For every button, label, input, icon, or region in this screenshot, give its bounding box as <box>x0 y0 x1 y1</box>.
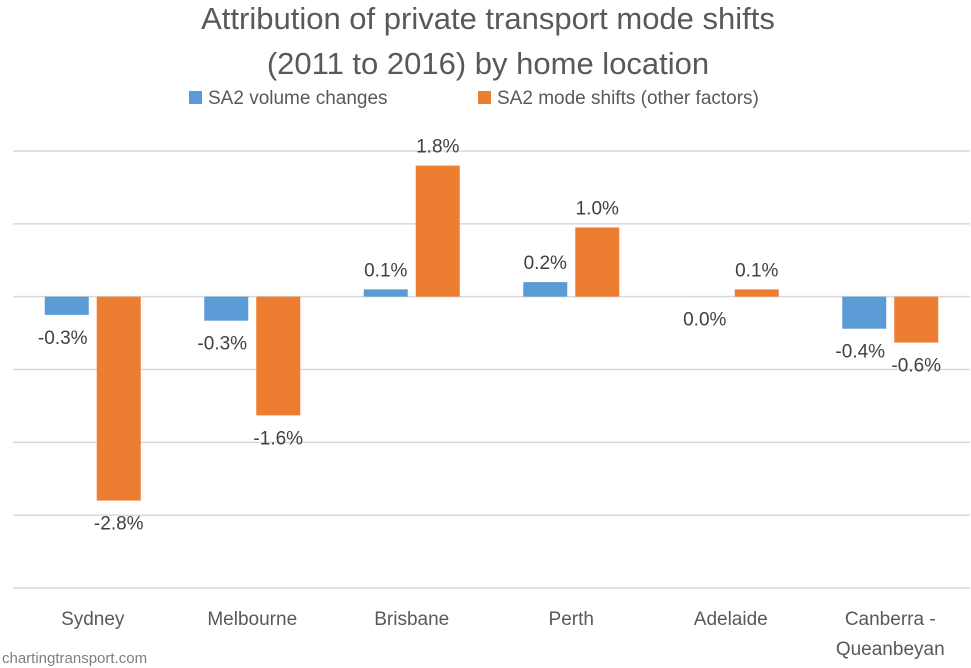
legend-swatch <box>189 91 202 104</box>
gridlines <box>13 150 970 589</box>
data-labels: -0.3% -2.8% -0.3% -1.6% 0.1% 1.8% 0.2% 1.0% 0.0%… <box>38 137 941 535</box>
legend-label: SA2 mode shifts (other factors) <box>497 88 759 109</box>
data-label: 0.1% <box>735 260 778 281</box>
data-label: -1.6% <box>253 428 303 449</box>
data-label: 0.2% <box>524 253 567 274</box>
category-label: Brisbane <box>374 609 449 630</box>
bar-mode-shift <box>415 165 460 297</box>
data-label: -0.3% <box>38 328 88 349</box>
bar-volume <box>204 296 249 321</box>
bar-mode-shift <box>575 227 620 297</box>
bar-volume <box>842 296 887 329</box>
bar-mode-shift <box>894 296 939 343</box>
data-label: -0.4% <box>835 342 885 363</box>
data-label: 0.0% <box>683 310 726 331</box>
category-labels: Sydney Melbourne Brisbane Perth Adelaide Canb… <box>61 609 945 660</box>
bar-mode-shift <box>96 296 141 501</box>
bar-volume <box>44 296 89 315</box>
data-label: 0.1% <box>364 260 407 281</box>
category-label: Canberra - <box>845 609 936 630</box>
data-label: -0.6% <box>891 356 941 377</box>
legend: SA2 volume changes SA2 mode shifts (other… <box>189 88 759 109</box>
legend-swatch <box>478 91 491 104</box>
category-label: Queanbeyan <box>836 639 945 660</box>
data-label: -2.8% <box>94 514 144 535</box>
category-label: Sydney <box>61 609 125 630</box>
footer-source: chartingtransport.com <box>2 650 147 667</box>
bar-mode-shift <box>256 296 301 416</box>
category-label: Adelaide <box>694 609 768 630</box>
category-label: Perth <box>549 609 594 630</box>
chart-title-line-2: (2011 to 2016) by home location <box>267 46 709 81</box>
legend-label: SA2 volume changes <box>208 88 388 109</box>
data-label: 1.0% <box>576 198 619 219</box>
data-label: 1.8% <box>416 137 459 158</box>
bar-volume <box>363 289 408 297</box>
bars <box>44 165 939 501</box>
category-label: Melbourne <box>207 609 297 630</box>
bar-mode-shift <box>734 289 779 297</box>
chart-title-line-1: Attribution of private transport mode sh… <box>201 1 775 36</box>
bar-volume <box>523 282 568 297</box>
data-label: -0.3% <box>197 334 247 355</box>
